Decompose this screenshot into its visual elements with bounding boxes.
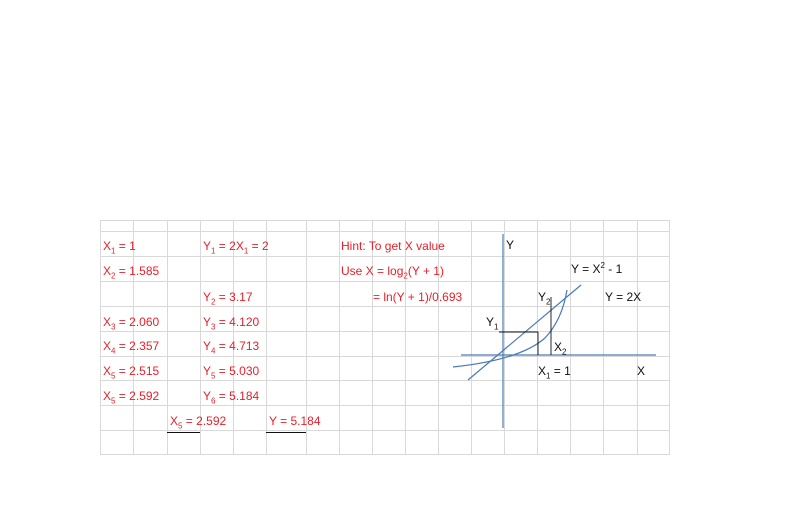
graph-x-axis-label: X [637, 364, 646, 378]
x2-value: X2 = 1.585 [103, 264, 160, 281]
sketch-graph [452, 234, 656, 428]
x5-value-a: X5 = 2.515 [103, 364, 160, 381]
hint-line-3: = ln(Y + 1)/0.693 [373, 290, 463, 304]
graph-y-axis-label: Y [506, 238, 515, 252]
cell-grid [100, 220, 670, 455]
y6-value: Y6 = 5.184 [203, 389, 260, 406]
graph-x1-label: X1 = 1 [538, 364, 571, 381]
y3-value: Y3 = 4.120 [203, 315, 260, 332]
graph-y1-label: Y1 [486, 315, 499, 332]
x4-value: X4 = 2.357 [103, 339, 160, 356]
x1-value: X1 = 1 [103, 239, 136, 256]
line-2x [467, 284, 582, 381]
result-y-value: Y = 5.184 [269, 414, 321, 428]
x5-value-b: X5 = 2.592 [103, 389, 160, 406]
parabola-label: Y = X2 - 1 [571, 261, 623, 277]
y2-value: Y2 = 3.17 [203, 290, 253, 307]
parabola-curve [452, 289, 568, 368]
result-x-underline [167, 432, 200, 433]
result-y-underline [266, 432, 306, 433]
x3-value: X3 = 2.060 [103, 315, 160, 332]
hint-line-2: Use X = log2(Y + 1) [341, 264, 444, 281]
graph-y2-label: Y2 [538, 290, 551, 307]
y4-value: Y4 = 4.713 [203, 339, 260, 356]
line-2x-label: Y = 2X [605, 290, 642, 304]
y5-value: Y5 = 5.030 [203, 364, 260, 381]
hint-line-1: Hint: To get X value [341, 239, 445, 253]
result-x-value: X5 = 2.592 [170, 414, 227, 431]
spreadsheet-area: X1 = 1 X2 = 1.585 X3 = 2.060 X4 = 2.357 … [100, 220, 670, 455]
graph-x2-label: X2 [554, 340, 567, 357]
y1-value: Y1 = 2X1 = 2 [203, 239, 269, 256]
